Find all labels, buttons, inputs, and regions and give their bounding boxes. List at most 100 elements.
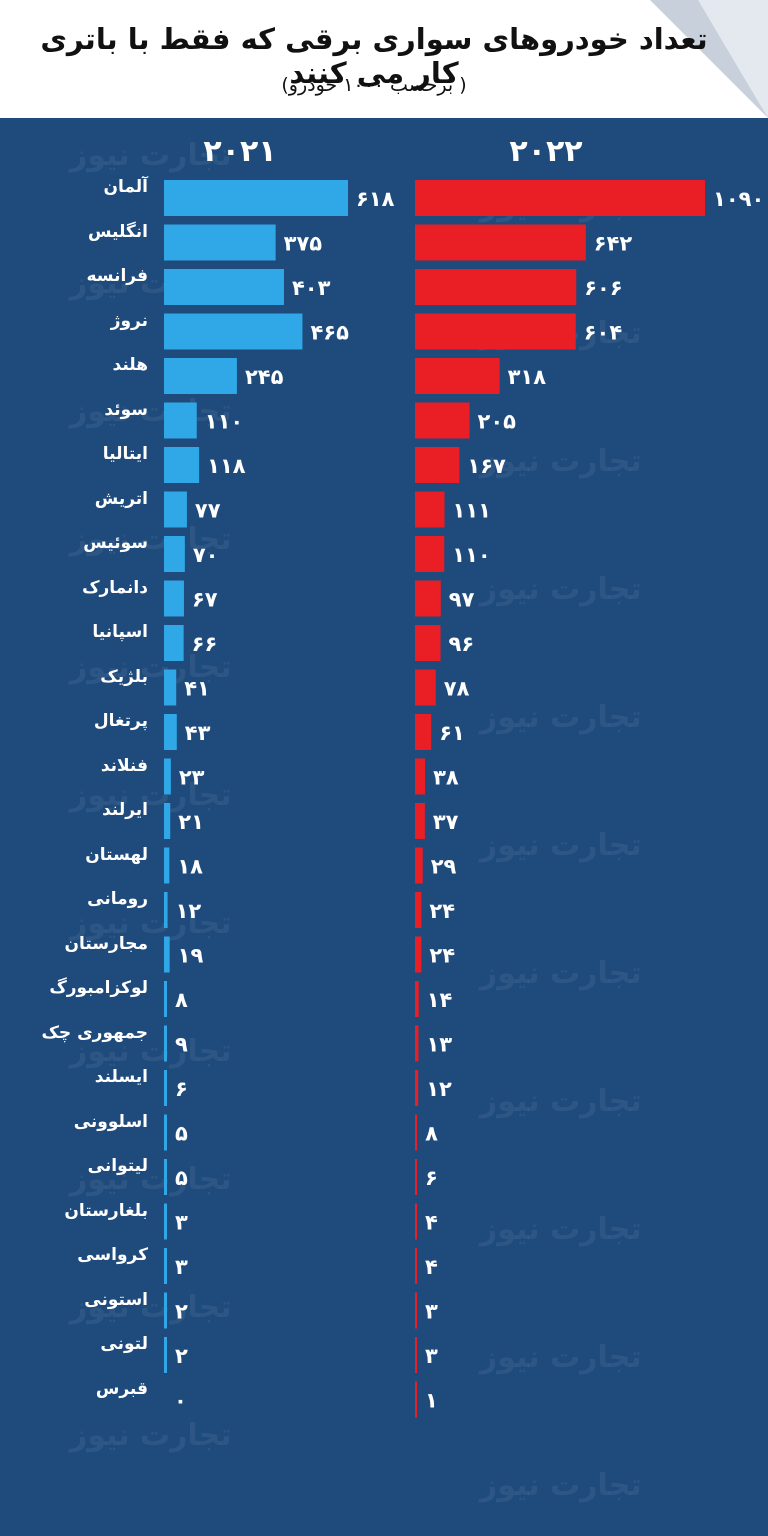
bar-2021 — [164, 936, 170, 973]
watermark-text: تجارت نیوز — [70, 650, 232, 685]
value-label-2021: ۴۰۳ — [292, 276, 331, 300]
watermark-text: تجارت نیوز — [480, 956, 642, 991]
value-label-2022: ۲۴ — [429, 899, 455, 923]
bar-2021 — [164, 402, 197, 439]
bar-2021 — [164, 580, 184, 617]
bar-2021 — [164, 714, 177, 750]
bar-2021 — [164, 847, 170, 884]
value-label-2022: ۱۲ — [426, 1077, 452, 1101]
bar-2022 — [415, 1114, 418, 1151]
value-label-2022: ۴ — [425, 1211, 438, 1235]
bar-2021 — [164, 180, 348, 216]
bar-2021 — [164, 1203, 167, 1240]
value-label-2022: ۳۸ — [433, 766, 459, 790]
value-label-2021: ۳ — [175, 1211, 188, 1235]
watermark-text: تجارت نیوز — [480, 444, 642, 479]
value-label-2022: ۳۷ — [433, 810, 459, 834]
watermark-text: تجارت نیوز — [480, 1084, 642, 1119]
country-label: فرانسه — [86, 266, 148, 286]
value-label-2022: ۶ — [425, 1166, 438, 1190]
watermark-text: تجارت نیوز — [70, 1162, 232, 1197]
country-label: قبرس — [95, 1378, 148, 1399]
value-label-2021: ۷۷ — [195, 499, 221, 523]
value-label-2022: ۷۸ — [444, 677, 470, 701]
value-label-2021: ۰ — [174, 1389, 187, 1413]
bar-2022 — [415, 269, 577, 305]
country-label: استونی — [84, 1289, 148, 1310]
value-label-2021: ۶۷ — [192, 588, 218, 612]
bar-2022 — [415, 536, 445, 572]
bar-2022 — [415, 1292, 417, 1329]
value-label-2022: ۱۴ — [427, 988, 453, 1012]
bar-2021 — [164, 536, 185, 572]
bar-2021 — [164, 224, 276, 261]
watermark-text: تجارت نیوز — [70, 522, 232, 557]
bar-2022 — [415, 625, 441, 661]
bar-2021 — [164, 491, 187, 528]
country-label: اتریش — [94, 488, 148, 509]
bar-2021 — [164, 313, 303, 350]
bar-2021 — [164, 625, 184, 661]
bar-2022 — [415, 1070, 419, 1106]
value-label-2021: ۴۶۵ — [310, 321, 349, 345]
chart-title: تعداد خودروهای سواری برقی که فقط با باتر… — [40, 22, 708, 90]
country-label: مجارستان — [64, 933, 149, 954]
bar-2022 — [415, 1248, 417, 1284]
bar-2022 — [415, 224, 586, 261]
chart-panel: تجارت نیوز تجارت نیوز تجارت نیوز تجارت نیوز… — [0, 118, 768, 1536]
country-label: ایتالیا — [102, 444, 148, 464]
value-label-2021: ۵ — [175, 1122, 188, 1146]
country-label: لیتوانی — [87, 1156, 148, 1176]
bar-2022 — [415, 180, 705, 216]
value-label-2021: ۱۹ — [178, 944, 204, 968]
bar-2021 — [164, 1114, 167, 1151]
bar-2022 — [415, 1381, 417, 1418]
value-label-2021: ۱۱۸ — [207, 454, 246, 478]
country-label: فنلاند — [100, 755, 148, 776]
watermark-text: تجارت نیوز — [480, 828, 642, 863]
bar-2022 — [415, 358, 500, 394]
bar-2022 — [415, 936, 422, 973]
year-label-2022: ۲۰۲۲ — [509, 134, 583, 169]
bar-2022 — [415, 580, 441, 617]
country-label: انگلیس — [87, 221, 148, 242]
watermark-text: تجارت نیوز — [480, 700, 642, 735]
watermark-text: تجارت نیوز — [70, 778, 232, 813]
bar-2021 — [164, 669, 177, 706]
value-label-2022: ۱۱۰ — [452, 543, 490, 567]
bar-2021 — [164, 892, 168, 928]
country-label: اسلوونی — [73, 1111, 148, 1132]
country-label: آلمان — [103, 177, 148, 197]
watermark-text: تجارت نیوز — [70, 1418, 232, 1453]
value-label-2022: ۳ — [425, 1300, 438, 1324]
bar-2021 — [164, 269, 284, 305]
bar-2022 — [415, 758, 426, 795]
value-label-2021: ۷۰ — [193, 543, 219, 567]
value-label-2021: ۴۳ — [185, 721, 211, 745]
country-label: نروژ — [110, 310, 148, 331]
country-label: رومانی — [87, 889, 148, 909]
value-label-2022: ۲۹ — [431, 855, 457, 879]
value-label-2022: ۱۳ — [426, 1033, 452, 1057]
value-label-2021: ۸ — [175, 988, 188, 1012]
country-label: کرواسی — [77, 1245, 148, 1265]
country-label: لوکزامبورگ — [49, 978, 148, 998]
value-label-2022: ۱۰۹۰ — [713, 187, 764, 211]
bar-2022 — [415, 447, 460, 483]
watermark-text: تجارت نیوز — [480, 1212, 642, 1247]
corner-decoration-light — [698, 0, 768, 118]
country-label: ایسلند — [94, 1067, 148, 1087]
country-label: پرتغال — [93, 711, 148, 731]
value-label-2022: ۲۴ — [429, 944, 455, 968]
bar-2022 — [415, 1025, 419, 1062]
country-label: سوئد — [104, 399, 148, 420]
bar-2021 — [164, 1159, 167, 1195]
bar-2022 — [415, 491, 445, 528]
bar-2022 — [415, 892, 422, 928]
value-label-2021: ۱۱۰ — [205, 410, 243, 434]
bar-2021 — [164, 803, 171, 839]
value-label-2022: ۱ — [425, 1389, 438, 1413]
country-label: جمهوری چک — [41, 1022, 148, 1043]
bar-2021 — [164, 1025, 167, 1062]
